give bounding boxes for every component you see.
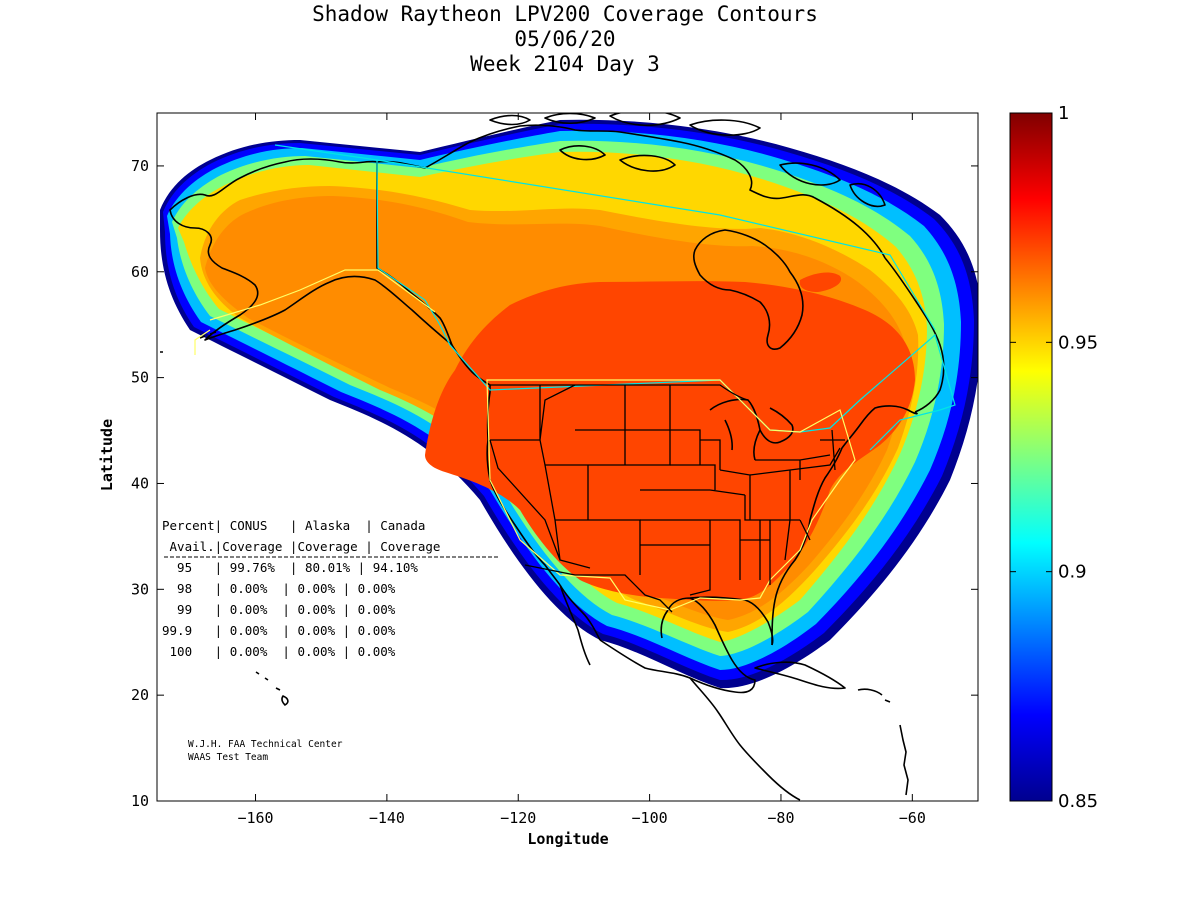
y-tick-label: 30 [131, 580, 149, 598]
table-row: 100 | 0.00% | 0.00% | 0.00% [162, 644, 396, 659]
state-borders [489, 384, 845, 613]
y-axis-title: Latitude [98, 419, 116, 491]
alaska-outline [194, 269, 436, 355]
coastline-hawaii [255, 671, 289, 706]
colorbar-tick-label: 1 [1058, 103, 1069, 124]
x-axis: −160 −140 −120 −100 −80 −60 [237, 113, 926, 827]
table-row: 98 | 0.00% | 0.00% | 0.00% [162, 581, 396, 596]
colorbar-tick-label: 0.95 [1058, 332, 1098, 353]
coastline-arctic-islands [489, 113, 886, 207]
y-tick-label: 50 [131, 369, 149, 387]
coastline-labrador [884, 257, 945, 413]
coastline-alaska [169, 158, 453, 346]
us-border-south [524, 564, 673, 613]
contour-096-east [799, 272, 842, 292]
coverage-table: Percent| CONUS | Alaska | Canada Avail.|… [162, 518, 500, 659]
title-line-3: Week 2104 Day 3 [470, 52, 660, 76]
x-tick-label: −120 [500, 809, 536, 827]
title-line-1: Shadow Raytheon LPV200 Coverage Contours [312, 2, 818, 26]
title-line-2: 05/06/20 [514, 27, 616, 51]
x-tick-label: −140 [369, 809, 405, 827]
coastline-aleutians [160, 331, 217, 353]
x-tick-label: −160 [237, 809, 273, 827]
state-lines-central [640, 429, 791, 596]
coastline-hudson-bay [693, 229, 804, 350]
table-header-line-2: Avail.|Coverage |Coverage | Coverage [162, 539, 440, 554]
coastline-central-america [689, 677, 801, 801]
colorbar-tick-label: 0.85 [1058, 791, 1098, 812]
table-header-line-1: Percent| CONUS | Alaska | Canada [162, 518, 425, 533]
table-row: 95 | 99.76% | 80.01% | 94.10% [162, 560, 418, 575]
y-tick-label: 20 [131, 686, 149, 704]
us-border-north [490, 384, 749, 401]
x-tick-label: −60 [899, 809, 926, 827]
y-tick-label: 40 [131, 474, 149, 492]
table-row: 99.9 | 0.00% | 0.00% | 0.00% [162, 623, 396, 638]
coastlines [160, 113, 945, 801]
state-lines-east [744, 429, 845, 585]
table-row: 99 | 0.00% | 0.00% | 0.00% [162, 602, 396, 617]
y-tick-label: 70 [131, 157, 149, 175]
credit-line-1: W.J.H. FAA Technical Center [188, 739, 343, 750]
credit-line-2: WAAS Test Team [188, 752, 268, 763]
colorbar-tick-label: 0.9 [1058, 562, 1087, 583]
y-tick-label: 10 [131, 792, 149, 810]
y-tick-label: 60 [131, 263, 149, 281]
coastline-great-lakes [709, 398, 794, 461]
y-axis: 10 20 30 40 50 60 70 [131, 157, 978, 810]
x-tick-label: −80 [767, 809, 794, 827]
coastline-baja [559, 584, 601, 666]
colorbar-gradient [1009, 112, 1053, 802]
coastline-caribbean [857, 688, 909, 796]
x-axis-title: Longitude [527, 830, 608, 848]
colorbar: 1 0.95 0.9 0.85 [1009, 103, 1098, 812]
coastline-cuba [754, 661, 846, 690]
x-tick-label: −100 [632, 809, 668, 827]
chart-title: Shadow Raytheon LPV200 Coverage Contours… [0, 2, 1130, 77]
coastline-canada-arctic [376, 124, 886, 259]
colorbar-ticks: 1 0.95 0.9 0.85 [1010, 103, 1098, 812]
coastline-pacific-nw [451, 344, 561, 586]
